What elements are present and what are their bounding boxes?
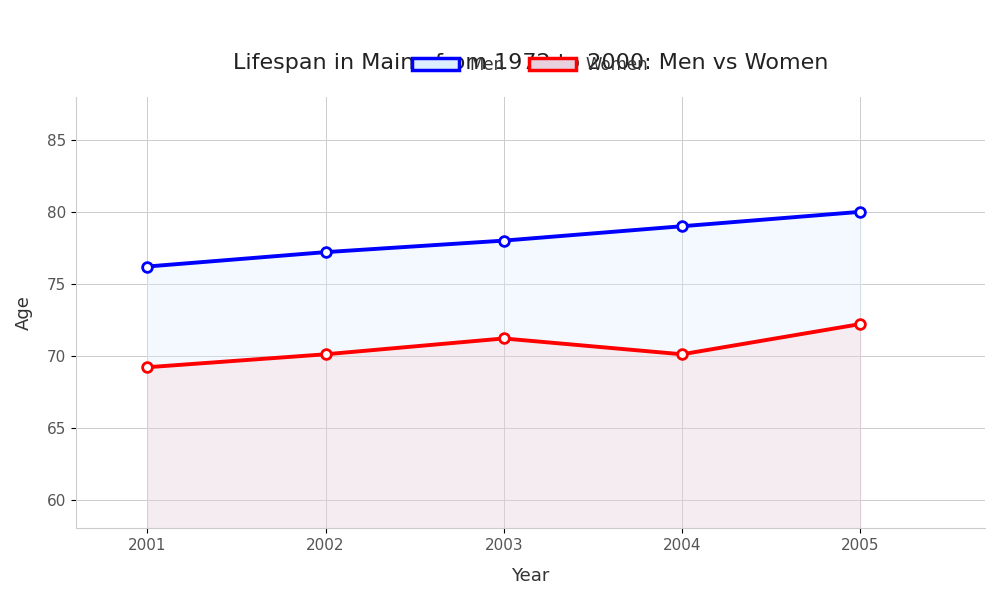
X-axis label: Year: Year — [511, 567, 550, 585]
Y-axis label: Age: Age — [15, 295, 33, 330]
Title: Lifespan in Maine from 1972 to 2000: Men vs Women: Lifespan in Maine from 1972 to 2000: Men… — [233, 53, 828, 73]
Legend: Men, Women: Men, Women — [406, 49, 655, 80]
